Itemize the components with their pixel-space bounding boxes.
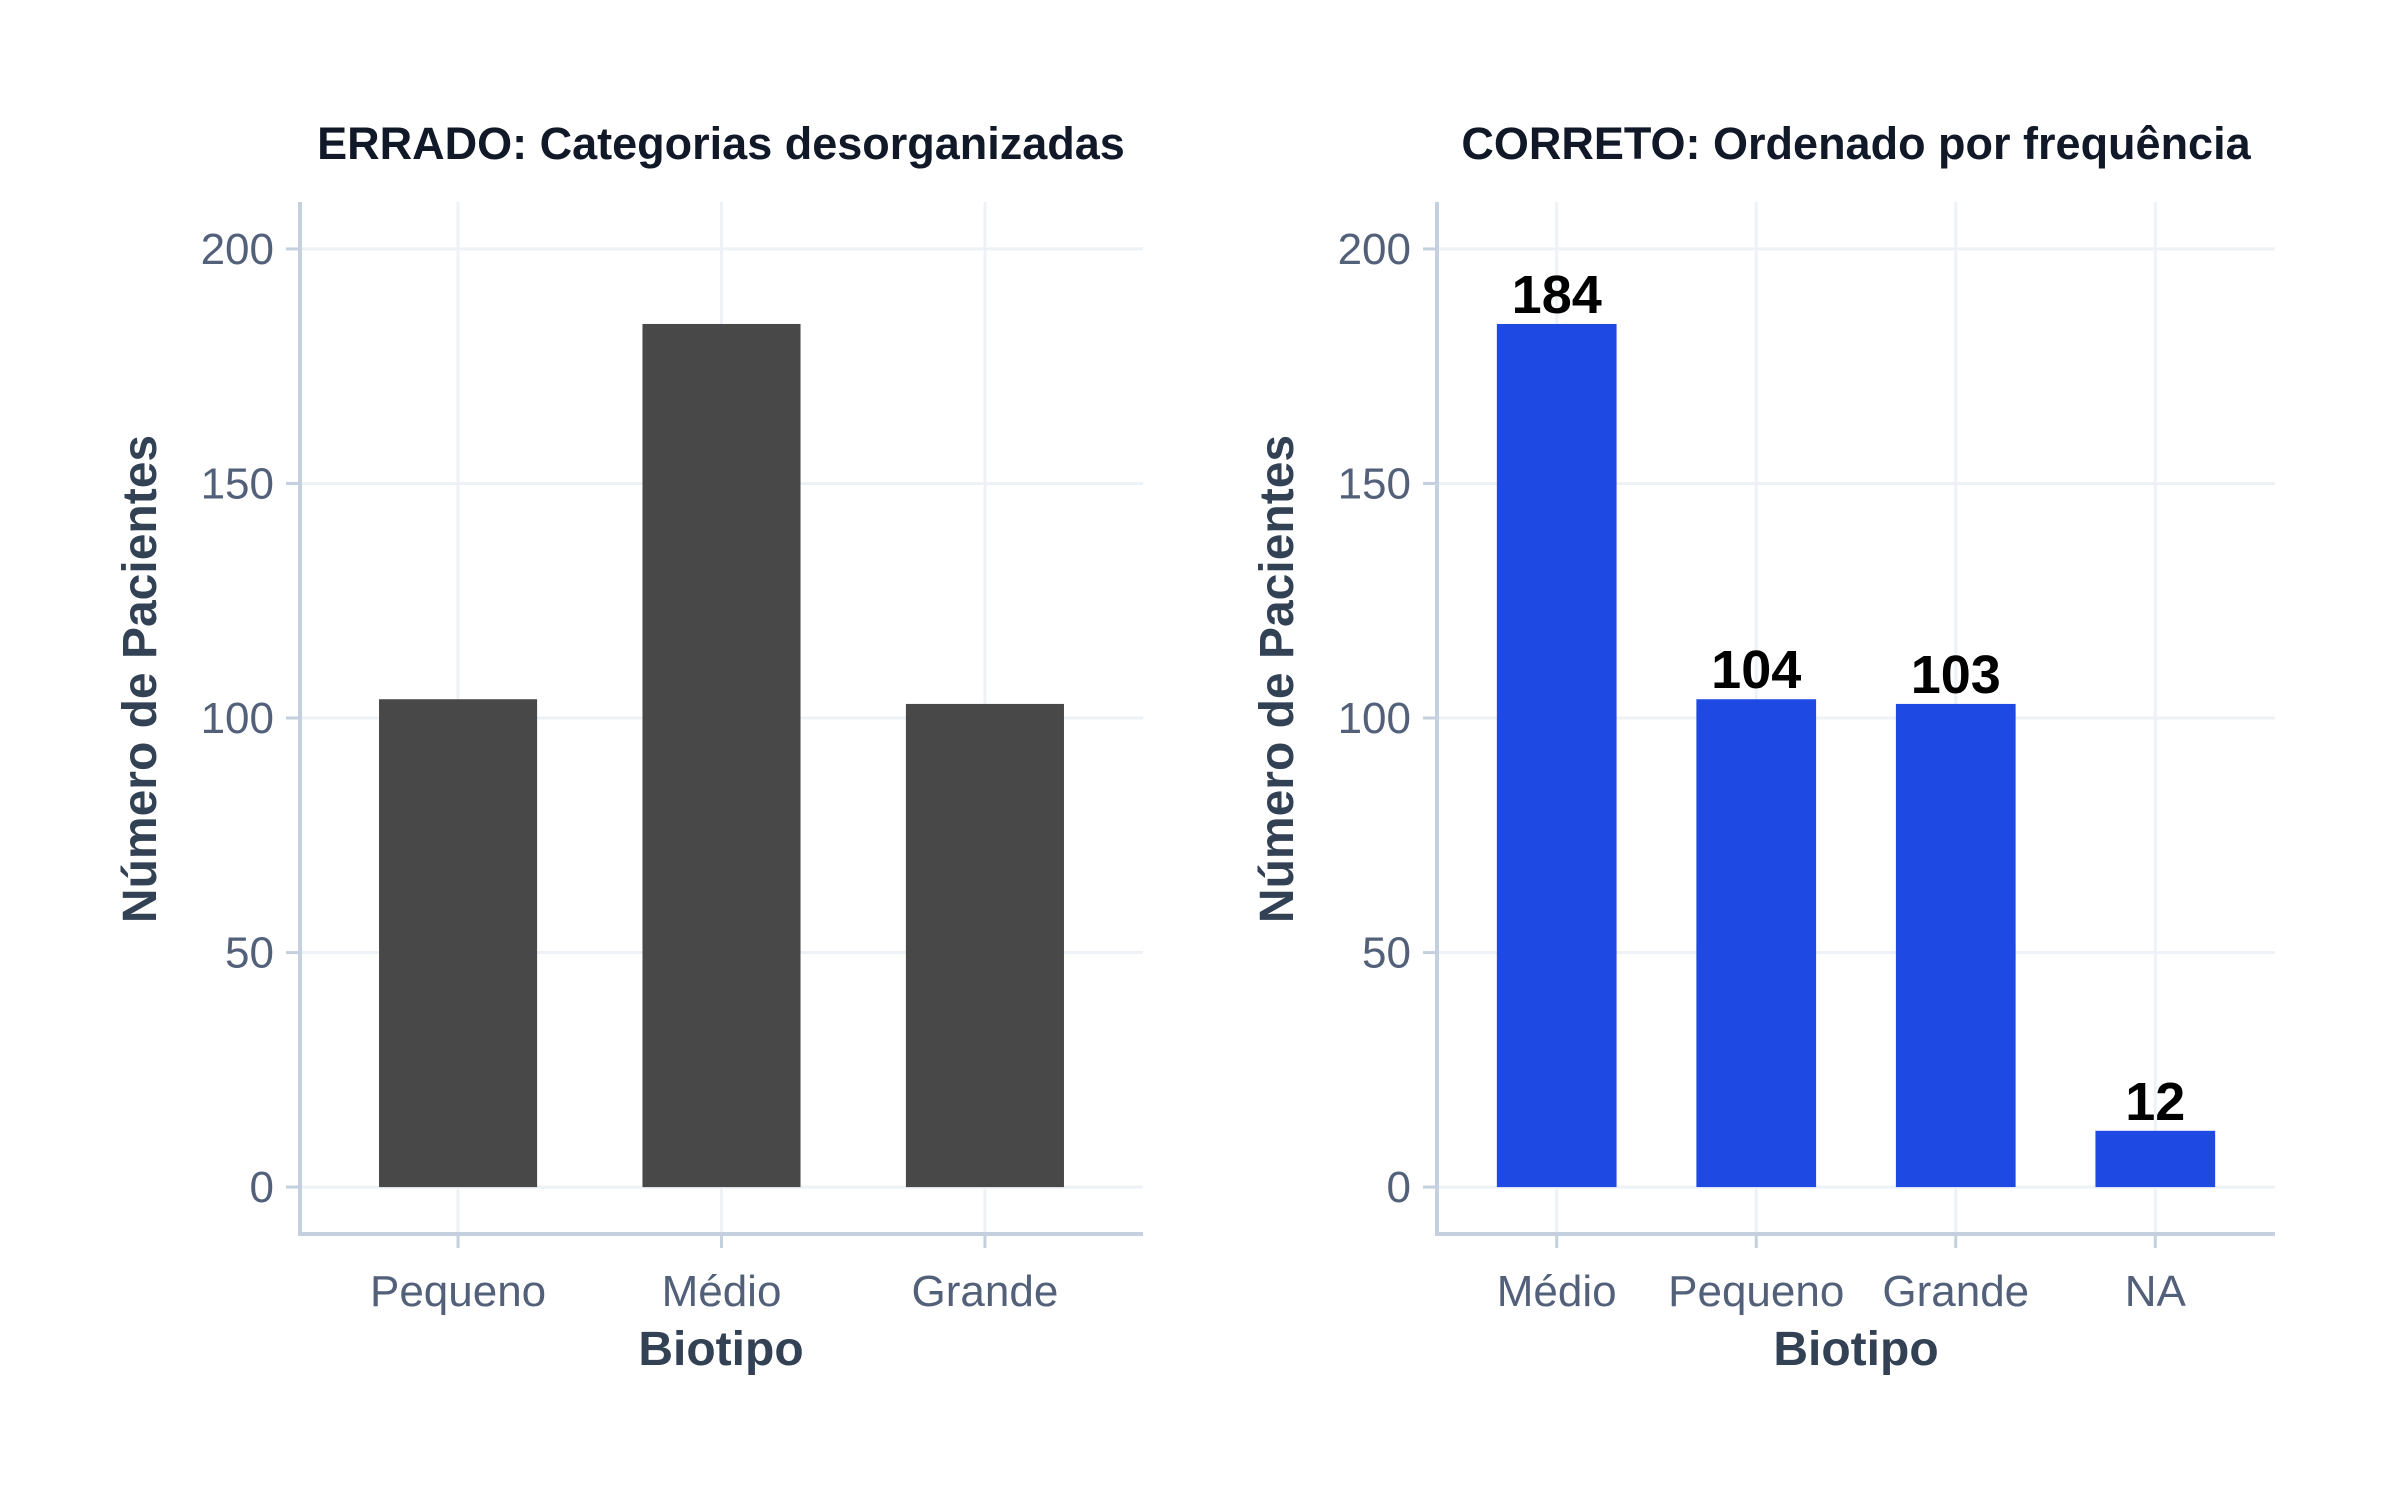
y-tick-label: 150	[1338, 459, 1411, 508]
bars	[379, 323, 1064, 1188]
x-tick-label: Grande	[1882, 1267, 2029, 1316]
y-tick-labels: 0 50 100 150 200	[1338, 225, 1411, 1212]
data-label: 104	[1711, 640, 1801, 700]
bars	[1496, 323, 2216, 1188]
x-tick-label: Pequeno	[1668, 1267, 1844, 1316]
data-label: 103	[1911, 645, 2001, 705]
x-tick-label: Pequeno	[370, 1267, 546, 1316]
x-tick-labels: Pequeno Médio Grande	[370, 1267, 1058, 1316]
y-tick-labels: 0 50 100 150 200	[201, 225, 274, 1212]
data-label: 184	[1512, 265, 1602, 325]
x-axis-title: Biotipo	[1773, 1323, 1938, 1376]
data-labels: 184 104 103 12	[1512, 265, 2186, 1132]
y-tick-label: 200	[201, 225, 274, 274]
y-tick-label: 150	[201, 459, 274, 508]
y-tick-label: 200	[1338, 225, 1411, 274]
axes	[1423, 202, 2275, 1248]
bar-médio	[1496, 323, 1617, 1188]
panel-title: CORRETO: Ordenado por frequência	[1461, 118, 2251, 169]
bar-pequeno	[379, 699, 538, 1188]
y-tick-label: 50	[225, 929, 274, 978]
bar-pequeno	[1696, 699, 1817, 1188]
x-tick-labels: Médio Pequeno Grande NA	[1497, 1267, 2187, 1316]
bar-na	[2095, 1130, 2216, 1188]
y-tick-label: 0	[1387, 1163, 1411, 1212]
axes	[286, 202, 1143, 1248]
x-tick-label: Médio	[1497, 1267, 1617, 1316]
y-axis-title: Número de Pacientes	[114, 435, 167, 923]
y-tick-label: 50	[1362, 929, 1411, 978]
y-tick-label: 0	[250, 1163, 274, 1212]
panel-title: ERRADO: Categorias desorganizadas	[317, 118, 1125, 169]
x-tick-label: Grande	[912, 1267, 1059, 1316]
y-axis-title: Número de Pacientes	[1251, 435, 1304, 923]
x-tick-label: NA	[2125, 1267, 2187, 1316]
bar-grande	[1895, 703, 2016, 1188]
x-axis-title: Biotipo	[638, 1323, 803, 1376]
bar-grande	[905, 703, 1064, 1188]
y-tick-label: 100	[201, 694, 274, 743]
panel-left: ERRADO: Categorias desorganizadas 0 50 100…	[114, 118, 1143, 1376]
x-tick-label: Médio	[662, 1267, 782, 1316]
bar-médio	[642, 323, 801, 1188]
data-label: 12	[2125, 1072, 2185, 1132]
y-tick-label: 100	[1338, 694, 1411, 743]
